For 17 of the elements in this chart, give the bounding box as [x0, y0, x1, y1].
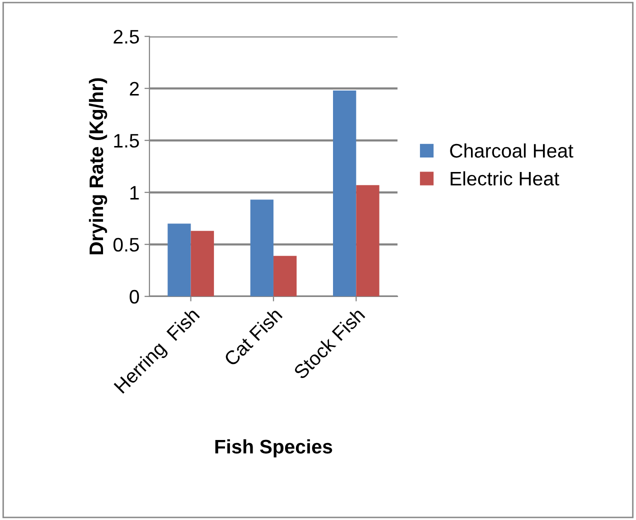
legend-label: Electric Heat — [450, 171, 560, 186]
bar — [250, 200, 274, 296]
bar — [333, 90, 356, 296]
y-tick-label: 2.5 — [114, 30, 139, 44]
bar — [168, 224, 191, 296]
bar — [356, 185, 380, 296]
x-axis-title: Fish Species — [215, 439, 332, 458]
bar — [273, 256, 297, 296]
bar — [190, 230, 214, 296]
legend-label: Charcoal Heat — [450, 143, 574, 158]
y-tick-label: 1 — [130, 186, 139, 200]
y-tick-label: 0.5 — [113, 238, 139, 252]
y-axis-title: Drying Rate (Kg/hr) — [88, 78, 108, 254]
x-tick-label: Cat Fish — [222, 307, 283, 367]
y-tick-label: 1.5 — [114, 134, 139, 148]
y-tick-label: 0 — [130, 290, 139, 304]
y-tick-label: 2 — [130, 82, 139, 96]
